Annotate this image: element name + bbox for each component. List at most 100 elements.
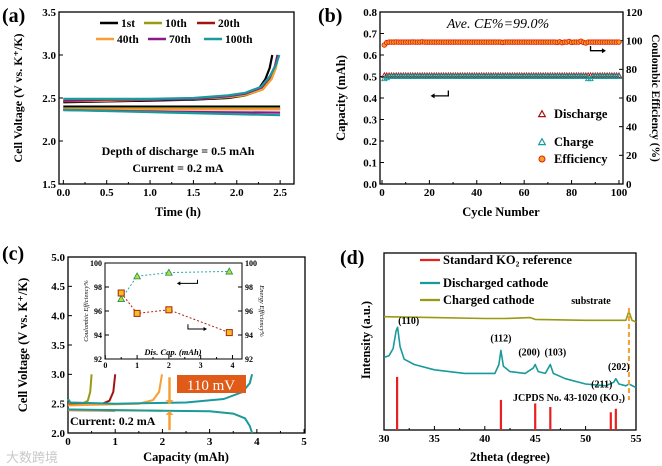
y-axis-label: Intensity (a.u.): [359, 301, 373, 379]
y-tick-label: 92: [94, 355, 102, 364]
energy-efficiency-point: [225, 329, 233, 337]
legend-label: 10th: [165, 18, 187, 30]
legend-label: Discharged cathode: [443, 276, 549, 290]
panel-label-c: (c): [2, 243, 24, 265]
y2-tick-label: 0: [626, 179, 632, 191]
legend-label: 70th: [169, 34, 191, 46]
annotation-current: Current = 0.2 mA: [132, 161, 224, 175]
coulombic-efficiency-point: [133, 272, 142, 280]
legend-marker-efficiency: [538, 155, 546, 163]
inset-background: [105, 263, 242, 359]
y-tick-label: 0.0: [363, 179, 377, 191]
left-axis-arrow: [431, 90, 449, 97]
legend-label: 100th: [225, 34, 253, 46]
y-axis-label: Cell Voltage (V vs. K⁺/K): [16, 278, 30, 413]
x-tick-label: 0: [379, 187, 385, 199]
x-tick-label: 45: [530, 433, 542, 445]
y2-tick-label: 100: [626, 36, 643, 48]
legend-marker-discharge: [537, 109, 547, 118]
peak-label: (103): [545, 348, 567, 359]
x-axis-label: Capacity (mAh): [143, 450, 229, 464]
overpotential-box: [177, 375, 246, 393]
average-ce-annotation: Ave. CE%=99.0%: [446, 17, 549, 32]
legend-label: Efficiency: [554, 152, 608, 166]
charge-curve-4 mAh: [67, 374, 254, 405]
y2-axis-label: Coulombic Efficiency (%): [649, 34, 661, 162]
panel-label-a: (a): [2, 5, 25, 27]
peak-label: (110): [398, 316, 419, 327]
y2-tick-label: 40: [626, 122, 638, 134]
x-tick-label: 2: [160, 436, 166, 448]
charge-curve-0.5 mAh: [68, 374, 93, 405]
jcpds-label: JCPDS No. 43-1020 (KO₂): [513, 393, 625, 404]
y-tick-label: 0.3: [363, 114, 377, 126]
inset-x-axis-label: Dis. Cap. (mAh): [143, 347, 201, 357]
x-tick-label: 4: [230, 361, 234, 370]
y-tick-label: 3.5: [51, 340, 65, 352]
y-tick-label: 98: [94, 283, 102, 292]
y2-tick-label: 98: [245, 283, 253, 292]
arrow-up-icon: [165, 410, 174, 415]
y2-tick-label: 92: [245, 355, 253, 364]
inset-y2-axis-label: Energy Efficiency%: [258, 284, 265, 337]
x-axis-label: Time (h): [155, 205, 201, 219]
right-arrowhead-icon: [601, 48, 606, 54]
x-tick-label: 30: [379, 433, 391, 445]
x-tick-label: 20: [424, 187, 436, 199]
coulombic-efficiency-point: [225, 267, 234, 275]
y-tick-label: 1.5: [42, 179, 56, 191]
legend-marker-charge: [537, 137, 547, 146]
charge-point: [380, 75, 388, 82]
panel-label-b: (b): [318, 5, 342, 27]
legend-label: Standard KO₂ reference: [443, 253, 572, 267]
x-tick-label: 1: [135, 361, 139, 370]
energy-efficiency-point: [117, 289, 125, 297]
x-axis-label: 2theta (degree): [470, 450, 550, 464]
peak-label: (112): [490, 334, 511, 345]
y2-tick-label: 80: [626, 64, 638, 76]
efficiency-point: [616, 39, 622, 45]
legend-label: 40th: [117, 34, 139, 46]
x-tick-label: 1.0: [143, 187, 157, 199]
y2-tick-label: 96: [245, 307, 253, 316]
x-tick-label: 2.5: [273, 187, 287, 199]
x-tick-label: 0.5: [100, 187, 114, 199]
x-tick-label: 2: [167, 361, 171, 370]
inset-right-arrow: [187, 324, 206, 330]
discharge-curve-100th: [63, 108, 281, 117]
inset-left-arrowhead-icon: [176, 281, 181, 286]
y-tick-label: 4.0: [51, 311, 65, 323]
annotation-depth: Depth of discharge = 0.5 mAh: [102, 144, 255, 158]
x-tick-label: 2.0: [230, 187, 244, 199]
charge-point: [383, 74, 391, 81]
coulombic-efficiency-point: [164, 268, 173, 276]
y-tick-label: 96: [94, 307, 102, 316]
y-tick-label: 0.6: [363, 50, 377, 62]
charge-curve-100th: [63, 54, 281, 101]
x-tick-label: 35: [429, 433, 441, 445]
y-tick-label: 0.5: [363, 71, 377, 83]
x-tick-label: 4: [254, 436, 260, 448]
y2-tick-label: 94: [245, 331, 253, 340]
peak-label: (202): [608, 362, 630, 373]
legend-label: Charged cathode: [443, 293, 535, 307]
y-tick-label: 3.0: [51, 369, 65, 381]
x-tick-label: 80: [566, 187, 578, 199]
y-tick-label: 3.0: [42, 50, 56, 62]
y-tick-label: 3.5: [42, 7, 56, 19]
x-tick-label: 40: [479, 433, 491, 445]
arrow-down-icon: [165, 400, 174, 405]
y-axis-label: Cell Voltage (V vs. K⁺/K): [11, 33, 25, 162]
y-tick-label: 2.5: [51, 399, 65, 411]
y-tick-label: 2.0: [51, 428, 65, 440]
inset-left-arrow: [178, 279, 198, 284]
watermark: 大数跨境: [6, 450, 58, 465]
y-axis-label: Capacity (mAh): [334, 55, 348, 141]
y-tick-label: 94: [94, 331, 102, 340]
x-tick-label: 40: [471, 187, 483, 199]
x-tick-label: 100: [611, 187, 628, 199]
y-tick-label: 0.8: [363, 7, 377, 19]
x-axis-label: Cycle Number: [462, 205, 540, 219]
y2-tick-label: 60: [626, 93, 638, 105]
charged-cathode-curve: [383, 310, 637, 323]
